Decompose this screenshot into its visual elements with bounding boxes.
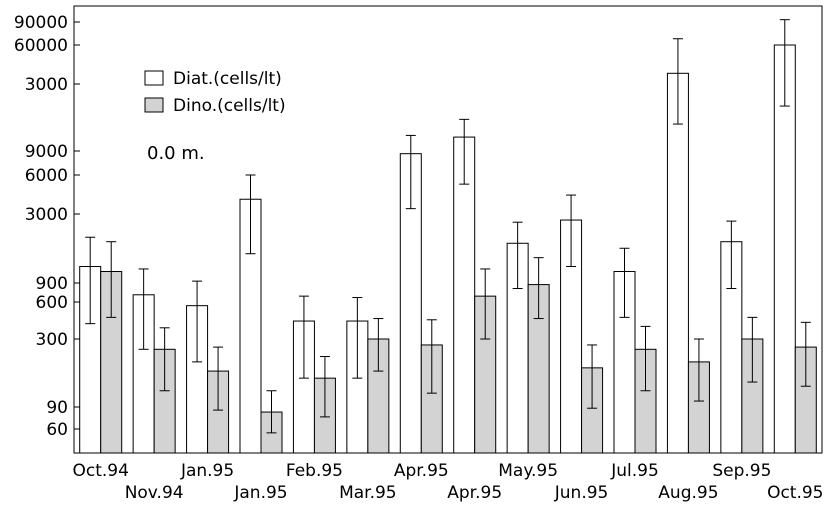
- legend: Diat.(cells/lt) Dino.(cells/lt): [144, 69, 286, 116]
- bar-diat: [666, 72, 689, 454]
- x-tick-label: Feb.95: [286, 461, 343, 481]
- y-tick-label: 3000: [25, 75, 68, 95]
- y-tick-label: 900: [36, 274, 68, 294]
- legend-label-diat: Diat.(cells/lt): [173, 69, 282, 89]
- y-tick-label: 60: [46, 420, 68, 440]
- x-tick-label: Nov.94: [125, 483, 184, 503]
- x-tick-label: Jun.95: [554, 483, 609, 503]
- y-tick-label: 90000: [14, 13, 68, 33]
- y-tick-label: 300: [36, 330, 68, 350]
- x-tick-label: Mar.95: [339, 483, 397, 503]
- x-tick-label: Jan.95: [180, 461, 234, 481]
- x-tick-label: Apr.95: [394, 461, 449, 481]
- y-tick-label: 60000: [14, 36, 68, 56]
- depth-annotation: 0.0 m.: [147, 143, 205, 164]
- y-tick-label: 6000: [25, 166, 68, 186]
- legend-label-dino: Dino.(cells/lt): [173, 96, 286, 116]
- x-tick-label: Jul.95: [610, 461, 659, 481]
- legend-swatch-diat: [144, 70, 164, 86]
- plot-frame: [73, 5, 823, 454]
- x-tick-label: May.95: [498, 461, 558, 481]
- y-tick-label: 90: [46, 398, 68, 418]
- y-tick-label: 9000: [25, 142, 68, 162]
- legend-swatch-dino: [144, 97, 164, 113]
- bars-layer: [79, 19, 817, 454]
- y-tick-label: 3000: [25, 205, 68, 225]
- y-tick-label: 600: [36, 293, 68, 313]
- x-tick-label: Jan.95: [233, 483, 287, 503]
- x-tick-label: Apr.95: [447, 483, 502, 503]
- x-tick-label: Sep.95: [712, 461, 771, 481]
- x-tick-label: Aug.95: [658, 483, 718, 503]
- x-tick-label: Oct.95: [767, 483, 823, 503]
- x-axis: Oct.94Nov.94Jan.95Jan.95Feb.95Mar.95Apr.…: [72, 461, 823, 503]
- x-tick-label: Oct.94: [72, 461, 128, 481]
